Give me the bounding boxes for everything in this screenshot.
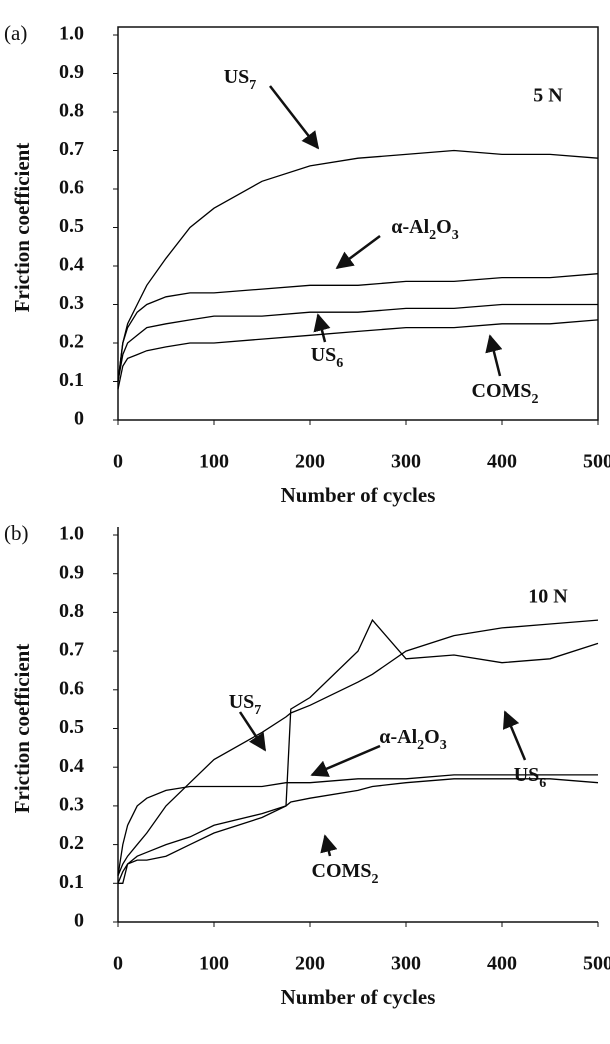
y-tick-label: 0.1 <box>59 369 84 391</box>
y-tick-label: 0.1 <box>59 871 84 893</box>
y-tick-label: 0.3 <box>59 292 84 314</box>
series-line <box>117 619 599 876</box>
y-tick-label: 0.8 <box>59 100 84 122</box>
x-tick-label: 200 <box>295 451 325 473</box>
x-tick-label: 500 <box>583 451 610 473</box>
label-arrow <box>310 744 381 777</box>
panel-label: (a) <box>4 21 27 45</box>
y-tick-label: 0 <box>74 910 84 932</box>
y-tick-label: 0 <box>74 408 84 430</box>
y-tick-label: 0.6 <box>59 177 84 199</box>
series-line <box>117 149 599 382</box>
y-tick-label: 0.9 <box>59 561 84 583</box>
series-label: COMS2 <box>472 380 539 407</box>
series-label: US6 <box>311 344 344 371</box>
y-tick-label: 0.7 <box>59 138 84 160</box>
y-tick-label: 0.3 <box>59 793 84 815</box>
series-line <box>117 303 598 382</box>
series-line <box>117 774 598 876</box>
x-tick-label: 300 <box>391 953 421 975</box>
plot-frame <box>117 26 599 421</box>
series-label: US7 <box>224 66 257 93</box>
y-axis-title: Friction coefficient <box>10 143 34 313</box>
y-tick-label: 0.2 <box>59 832 84 854</box>
y-tick-label: 0.2 <box>59 331 84 353</box>
y-tick-label: 0.5 <box>59 215 84 237</box>
label-arrow <box>269 85 320 150</box>
series-label: US6 <box>514 764 547 791</box>
y-tick-label: 1.0 <box>59 523 84 545</box>
series-label: α-Al2O3 <box>391 216 458 243</box>
y-tick-label: 0.5 <box>59 716 84 738</box>
y-tick-label: 0.6 <box>59 677 84 699</box>
label-arrow <box>485 334 503 377</box>
series-label: US7 <box>229 691 262 718</box>
label-arrow <box>335 234 381 270</box>
x-tick-label: 500 <box>583 953 610 975</box>
series-line <box>117 319 599 390</box>
x-tick-label: 0 <box>113 451 123 473</box>
y-tick-label: 1.0 <box>59 23 84 45</box>
label-arrow <box>320 834 338 857</box>
x-tick-label: 100 <box>199 953 229 975</box>
series-line <box>117 778 599 884</box>
y-tick-label: 0.4 <box>59 755 84 777</box>
y-tick-label: 0.8 <box>59 600 84 622</box>
x-tick-label: 400 <box>487 451 517 473</box>
x-axis-title: Number of cycles <box>281 483 436 507</box>
y-axis-title: Friction coefficient <box>10 644 34 814</box>
panel-label: (b) <box>4 521 29 545</box>
load-annotation: 10 N <box>528 586 568 608</box>
x-tick-label: 300 <box>391 451 421 473</box>
series-line <box>118 618 599 884</box>
label-arrow <box>313 313 331 343</box>
label-arrow <box>238 711 267 752</box>
x-tick-label: 400 <box>487 953 517 975</box>
x-axis-title: Number of cycles <box>281 985 436 1009</box>
series-line <box>117 273 599 382</box>
label-arrow <box>502 710 527 761</box>
y-tick-label: 0.7 <box>59 639 84 661</box>
y-tick-label: 0.9 <box>59 61 84 83</box>
series-label: COMS2 <box>312 860 379 887</box>
load-annotation: 5 N <box>533 85 563 107</box>
x-tick-label: 100 <box>199 451 229 473</box>
series-label: α-Al2O3 <box>379 726 446 753</box>
x-tick-label: 0 <box>113 953 123 975</box>
y-tick-label: 0.4 <box>59 254 84 276</box>
x-tick-label: 200 <box>295 953 325 975</box>
